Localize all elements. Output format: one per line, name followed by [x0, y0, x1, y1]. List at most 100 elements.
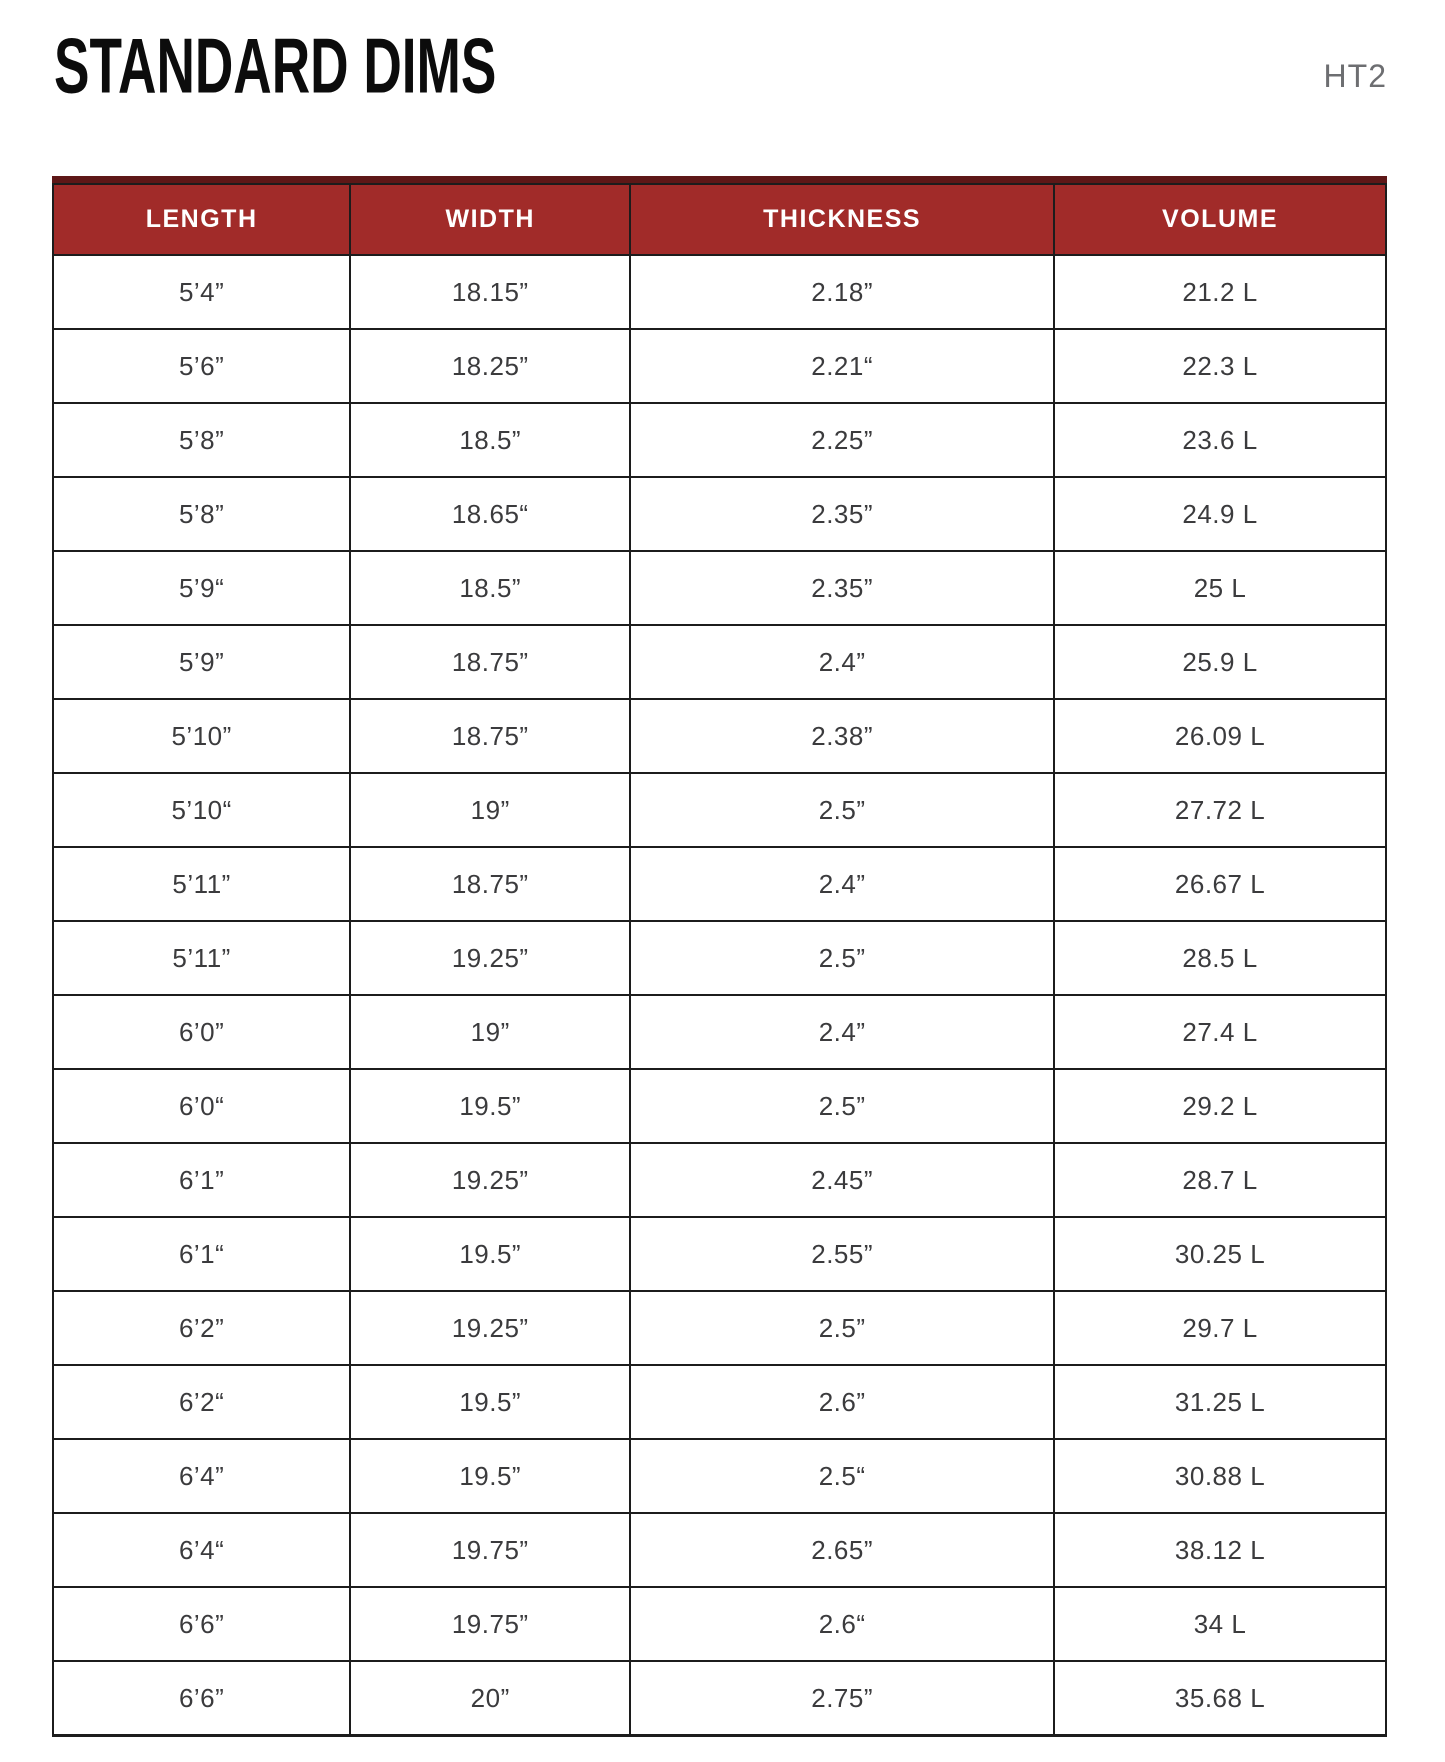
table-cell: 19.5”: [349, 1216, 632, 1292]
table-cell: 6’2”: [51, 1290, 352, 1366]
table-row: 5’10” 18.75” 2.38” 26.09 L: [51, 698, 1387, 774]
table-cell: 24.9 L: [1053, 476, 1387, 552]
table-cell: 6’6”: [51, 1660, 352, 1737]
table-cell: 18.75”: [349, 698, 632, 774]
table-top-accent-bar: [52, 176, 1387, 183]
table-row: 6’2” 19.25” 2.5” 29.7 L: [51, 1290, 1387, 1366]
table-cell: 18.75”: [349, 846, 632, 922]
table-cell: 6’4“: [51, 1512, 352, 1588]
table-cell: 2.5”: [629, 772, 1056, 848]
table-cell: 2.4”: [629, 994, 1056, 1070]
table-cell: 27.4 L: [1053, 994, 1387, 1070]
table-cell: 29.2 L: [1053, 1068, 1387, 1144]
table-cell: 19.75”: [349, 1586, 632, 1662]
dims-table-container: LENGTH WIDTH THICKNESS VOLUME 5’4” 18.15”…: [51, 176, 1387, 1737]
table-cell: 29.7 L: [1053, 1290, 1387, 1366]
table-cell: 2.4”: [629, 846, 1056, 922]
column-header-volume: VOLUME: [1053, 183, 1387, 256]
table-cell: 6’2“: [51, 1364, 352, 1440]
table-cell: 2.18”: [629, 254, 1056, 330]
column-header-length: LENGTH: [51, 183, 352, 256]
table-row: 5’8” 18.65“ 2.35” 24.9 L: [51, 476, 1387, 552]
table-cell: 5’9“: [51, 550, 352, 626]
table-cell: 2.45”: [629, 1142, 1056, 1218]
table-cell: 6’0”: [51, 994, 352, 1070]
table-cell: 2.5”: [629, 920, 1056, 996]
table-row: 6’4“ 19.75” 2.65” 38.12 L: [51, 1512, 1387, 1588]
table-body: 5’4” 18.15” 2.18” 21.2 L 5’6” 18.25” 2.21“ 22.3…: [51, 254, 1387, 1737]
table-row: 6’6” 20” 2.75” 35.68 L: [51, 1660, 1387, 1737]
table-cell: 6’0“: [51, 1068, 352, 1144]
table-cell: 2.75”: [629, 1660, 1056, 1737]
table-cell: 6’1”: [51, 1142, 352, 1218]
standard-dims-table: LENGTH WIDTH THICKNESS VOLUME 5’4” 18.15”…: [51, 183, 1387, 1737]
table-cell: 5’10”: [51, 698, 352, 774]
table-cell: 2.35”: [629, 550, 1056, 626]
table-cell: 30.88 L: [1053, 1438, 1387, 1514]
table-cell: 19.25”: [349, 920, 632, 996]
table-row: 6’1“ 19.5” 2.55” 30.25 L: [51, 1216, 1387, 1292]
table-cell: 2.6”: [629, 1364, 1056, 1440]
table-cell: 19”: [349, 772, 632, 848]
table-cell: 2.65”: [629, 1512, 1056, 1588]
table-cell: 19”: [349, 994, 632, 1070]
table-cell: 18.15”: [349, 254, 632, 330]
table-row: 6’2“ 19.5” 2.6” 31.25 L: [51, 1364, 1387, 1440]
page-title: STANDARD DIMS: [54, 23, 497, 110]
table-cell: 18.75”: [349, 624, 632, 700]
table-row: 5’6” 18.25” 2.21“ 22.3 L: [51, 328, 1387, 404]
table-cell: 30.25 L: [1053, 1216, 1387, 1292]
table-row: 6’6” 19.75” 2.6“ 34 L: [51, 1586, 1387, 1662]
table-cell: 18.5”: [349, 402, 632, 478]
table-cell: 2.35”: [629, 476, 1056, 552]
table-cell: 28.7 L: [1053, 1142, 1387, 1218]
table-cell: 26.67 L: [1053, 846, 1387, 922]
table-cell: 23.6 L: [1053, 402, 1387, 478]
table-cell: 35.68 L: [1053, 1660, 1387, 1737]
table-cell: 2.21“: [629, 328, 1056, 404]
table-row: 6’0” 19” 2.4” 27.4 L: [51, 994, 1387, 1070]
table-cell: 2.6“: [629, 1586, 1056, 1662]
table-cell: 25.9 L: [1053, 624, 1387, 700]
table-cell: 6’6”: [51, 1586, 352, 1662]
column-header-width: WIDTH: [349, 183, 632, 256]
table-cell: 6’4”: [51, 1438, 352, 1514]
table-cell: 18.25”: [349, 328, 632, 404]
table-row: 5’9“ 18.5” 2.35” 25 L: [51, 550, 1387, 626]
table-cell: 5’8”: [51, 476, 352, 552]
table-cell: 38.12 L: [1053, 1512, 1387, 1588]
table-cell: 5’11”: [51, 920, 352, 996]
column-header-thickness: THICKNESS: [629, 183, 1056, 256]
table-cell: 19.75”: [349, 1512, 632, 1588]
table-cell: 2.5“: [629, 1438, 1056, 1514]
table-cell: 22.3 L: [1053, 328, 1387, 404]
table-cell: 5’6”: [51, 328, 352, 404]
table-cell: 2.25”: [629, 402, 1056, 478]
table-row: 5’10“ 19” 2.5” 27.72 L: [51, 772, 1387, 848]
table-row: 6’4” 19.5” 2.5“ 30.88 L: [51, 1438, 1387, 1514]
table-cell: 27.72 L: [1053, 772, 1387, 848]
table-cell: 2.5”: [629, 1068, 1056, 1144]
table-cell: 5’10“: [51, 772, 352, 848]
table-cell: 5’11”: [51, 846, 352, 922]
table-row: 5’8” 18.5” 2.25” 23.6 L: [51, 402, 1387, 478]
table-cell: 28.5 L: [1053, 920, 1387, 996]
table-row: 5’11” 19.25” 2.5” 28.5 L: [51, 920, 1387, 996]
table-row: 6’1” 19.25” 2.45” 28.7 L: [51, 1142, 1387, 1218]
table-cell: 2.4”: [629, 624, 1056, 700]
table-cell: 2.55”: [629, 1216, 1056, 1292]
table-cell: 5’8”: [51, 402, 352, 478]
table-cell: 5’9”: [51, 624, 352, 700]
table-cell: 20”: [349, 1660, 632, 1737]
table-cell: 2.38”: [629, 698, 1056, 774]
table-cell: 18.5”: [349, 550, 632, 626]
table-cell: 19.5”: [349, 1438, 632, 1514]
table-cell: 25 L: [1053, 550, 1387, 626]
table-cell: 2.5”: [629, 1290, 1056, 1366]
table-cell: 19.5”: [349, 1364, 632, 1440]
doc-code-label: HT2: [1323, 58, 1387, 94]
table-cell: 21.2 L: [1053, 254, 1387, 330]
table-cell: 34 L: [1053, 1586, 1387, 1662]
table-cell: 19.5”: [349, 1068, 632, 1144]
